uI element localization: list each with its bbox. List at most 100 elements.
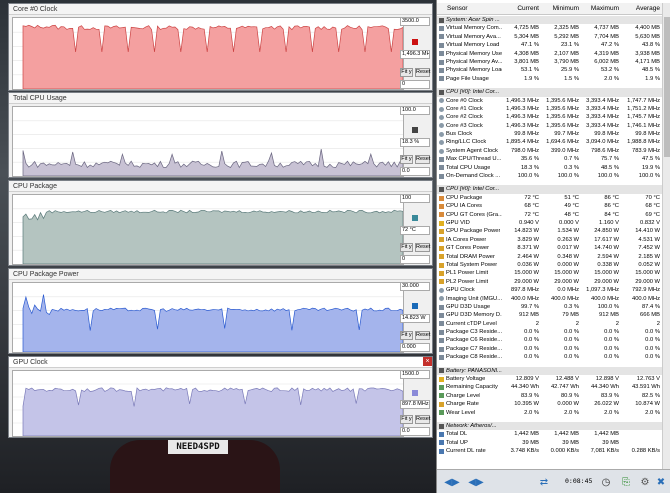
fit-y-button[interactable]: Fit y [400,415,413,424]
graph-window[interactable]: Total CPU Usage 100.0 18.3 % Fit y Reset… [8,92,433,178]
graph-max-value[interactable]: 1500.0 [400,370,430,379]
graph-close-button[interactable]: × [423,357,432,366]
sensor-group-header[interactable]: Battery: PANASONI... [437,366,663,376]
sensor-row[interactable]: CPU Package Power 14.823 W 1.534 W 24.85… [437,227,663,235]
sensor-row[interactable]: Wear Level 2.0 % 2.0 % 2.0 % 2.0 % [437,409,663,417]
graph-window[interactable]: GPU Clock × 1500.0 897.8 MHz Fit y Reset… [8,356,433,438]
clock-icon[interactable]: ◷ [601,476,611,488]
sensor-row[interactable]: Bus Clock 99.8 MHz 99.7 MHz 99.8 MHz 99.… [437,130,663,138]
sensor-row[interactable]: Total System Power 0.036 W 0.000 W 0.338… [437,261,663,269]
sensor-row[interactable]: CPU IA Cores 68 °C 49 °C 86 °C 68 °C [437,202,663,210]
sensor-row[interactable]: Ring/LLC Clock 1,895.4 MHz 1,694.6 MHz 3… [437,138,663,146]
arrows-double-icon[interactable]: ◀▶ [468,476,484,488]
fit-y-button[interactable]: Fit y [400,68,413,77]
sensor-row[interactable]: GT Cores Power 8.371 W 0.017 W 14.740 W … [437,244,663,252]
arrows-left-right-icon[interactable]: ◀▶ [444,476,460,488]
column-header-current[interactable]: Current [517,5,539,12]
sensor-current: 72 °C [524,211,539,218]
graph-window[interactable]: CPU Package 100 72 °C Fit y Reset 0 [8,180,433,266]
sensor-row[interactable]: Total CPU Usage 18.3 % 0.3 % 48.5 % 19.9… [437,164,663,172]
graph-color-swatch[interactable] [412,215,418,221]
sensor-row[interactable]: Charge Level 83.9 % 80.9 % 83.9 % 82.5 % [437,392,663,400]
reset-button[interactable]: Reset [415,68,431,77]
sensor-row[interactable]: Current DL rate 3.748 KB/s 0.000 KB/s 7,… [437,447,663,455]
sensor-row[interactable]: Page File Usage 1.9 % 1.5 % 2.0 % 1.9 % [437,75,663,83]
sensor-row[interactable]: Total UP 39 MB 39 MB 39 MB [437,439,663,447]
sensor-row[interactable]: Core #0 Clock 1,496.3 MHz 1,395.6 MHz 3,… [437,97,663,105]
sensor-row[interactable]: Virtual Memory Load 47.1 % 23.1 % 47.2 %… [437,41,663,49]
sensor-row[interactable]: Charge Rate 10.395 W 0.000 W 26.022 W 10… [437,400,663,408]
graph-min-value[interactable]: 0.000 [400,343,430,352]
graph-min-value[interactable]: 0 [400,80,430,89]
sensor-row[interactable]: System Agent Clock 798.0 MHz 399.0 MHz 7… [437,147,663,155]
sensor-row[interactable]: CPU GT Cores (Gra... 72 °C 48 °C 84 °C 6… [437,211,663,219]
sensor-row[interactable]: Package C8 Reside... 0.0 % 0.0 % 0.0 % 0… [437,353,663,361]
sensor-name: Bus Clock [446,131,473,138]
sensor-row[interactable]: GPU VID 0.940 V 0.000 V 1.160 V 0.832 V [437,219,663,227]
graph-color-swatch[interactable] [412,303,418,309]
sensor-row[interactable]: Max CPU/Thread U... 35.6 % 0.7 % 75.7 % … [437,155,663,163]
graph-min-value[interactable]: 0 [400,255,430,264]
sensor-row[interactable]: Virtual Memory Ava... 5,304 MB 5,292 MB … [437,33,663,41]
sensor-row[interactable]: PL2 Power Limit 29.000 W 29.000 W 29.000… [437,278,663,286]
sensor-row[interactable]: IA Cores Power 3.829 W 0.263 W 17.617 W … [437,236,663,244]
sensor-group-header[interactable]: System: Acer Spin ... [437,16,663,25]
sensor-group-header[interactable]: CPU [#0]: Intel Cor... [437,185,663,194]
sensor-row[interactable]: On-Demand Clock ... 100.0 % 100.0 % 100.… [437,172,663,180]
sensor-row[interactable]: Virtual Memory Com... 4,725 MB 2,325 MB … [437,24,663,32]
sensor-average [622,430,663,438]
graph-color-swatch[interactable] [412,390,418,396]
reset-button[interactable]: Reset [415,331,431,340]
reset-button[interactable]: Reset [415,155,431,164]
sensor-row[interactable]: Package C3 Reside... 0.0 % 0.0 % 0.0 % 0… [437,328,663,336]
sensor-maximum [582,88,622,96]
column-header-maximum[interactable]: Maximum [590,5,619,12]
export-icon[interactable]: ⎘ [622,476,630,488]
sensor-row[interactable]: GPU D3D Memory D... 912 MB 79 MB 912 MB … [437,311,663,319]
sensor-row[interactable]: Remaining Capacity 44.340 Wh 42.747 Wh 4… [437,383,663,391]
reset-button[interactable]: Reset [415,243,431,252]
graph-window[interactable]: Core #0 Clock 3500.0 1,496.3 MHz Fit y R… [8,3,433,91]
graph-max-value[interactable]: 3500.0 [400,17,430,26]
vertical-scrollbar[interactable] [662,3,670,469]
graph-min-value[interactable]: 0.0 [400,167,430,176]
sensor-row[interactable]: PL1 Power Limit 15.000 W 15.000 W 15.000… [437,269,663,277]
sensor-row[interactable]: Imaging Unit (IMGU... 400.0 MHz 400.0 MH… [437,295,663,303]
sensor-row[interactable]: Total DRAM Power 2.464 W 0.348 W 2.594 W… [437,253,663,261]
graph-window[interactable]: CPU Package Power 30.000 14.823 W Fit y … [8,268,433,354]
sensor-row[interactable]: Core #2 Clock 1,496.3 MHz 1,395.6 MHz 3,… [437,113,663,121]
graph-max-value[interactable]: 30.000 [400,282,430,291]
column-header-average[interactable]: Average [635,5,660,12]
sensor-row[interactable]: Total DL 1,442 MB 1,442 MB 1,442 MB [437,430,663,438]
scrollbar-thumb[interactable] [664,17,670,157]
sensor-row[interactable]: Physical Memory Av... 3,801 MB 3,790 MB … [437,58,663,66]
graph-max-value[interactable]: 100.0 [400,106,430,115]
sensor-row[interactable]: GPU D3D Usage 99.7 % 0.3 % 100.0 % 87.4 … [437,303,663,311]
fit-y-button[interactable]: Fit y [400,331,413,340]
sensor-group-header[interactable]: Network: Atheros/... [437,421,663,431]
sensor-row[interactable]: CPU Package 72 °C 51 °C 86 °C 70 °C [437,194,663,202]
fit-y-button[interactable]: Fit y [400,243,413,252]
fit-y-button[interactable]: Fit y [400,155,413,164]
network-transfer-icon[interactable]: ⇄ [539,476,549,488]
sensor-row[interactable]: Physical Memory Used 4,308 MB 2,107 MB 4… [437,50,663,58]
column-header-minimum[interactable]: Minimum [552,5,579,12]
sensor-row[interactable]: Core #1 Clock 1,496.3 MHz 1,395.6 MHz 3,… [437,105,663,113]
sensor-row[interactable]: Physical Memory Load 53.1 % 25.9 % 53.2 … [437,66,663,74]
sensor-group-header[interactable]: CPU [#0]: Intel Cor... [437,88,663,97]
sensor-row[interactable]: Battery Voltage 12.809 V 12.488 V 12.898… [437,375,663,383]
graph-min-value[interactable]: 0.0 [400,427,430,436]
close-x-icon[interactable]: ✖ [656,476,666,488]
sensor-row[interactable]: Package C7 Reside... 0.0 % 0.0 % 0.0 % 0… [437,345,663,353]
graph-max-value[interactable]: 100 [400,194,430,203]
sensor-row[interactable]: Core #3 Clock 1,496.3 MHz 1,395.6 MHz 3,… [437,122,663,130]
sensor-row[interactable]: Package C6 Reside... 0.0 % 0.0 % 0.0 % 0… [437,336,663,344]
graph-current-value: 72 °C [400,226,430,235]
sensor-row[interactable]: Current cTDP Level 2 2 2 2 [437,320,663,328]
sensor-row[interactable]: GPU Clock 897.8 MHz 0.0 MHz 1,097.3 MHz … [437,286,663,294]
graph-color-swatch[interactable] [412,127,418,133]
reset-button[interactable]: Reset [415,415,431,424]
graph-color-swatch[interactable] [412,39,418,45]
settings-icon[interactable]: ⚙ [640,476,650,488]
column-header-sensor[interactable]: Sensor [447,5,468,12]
